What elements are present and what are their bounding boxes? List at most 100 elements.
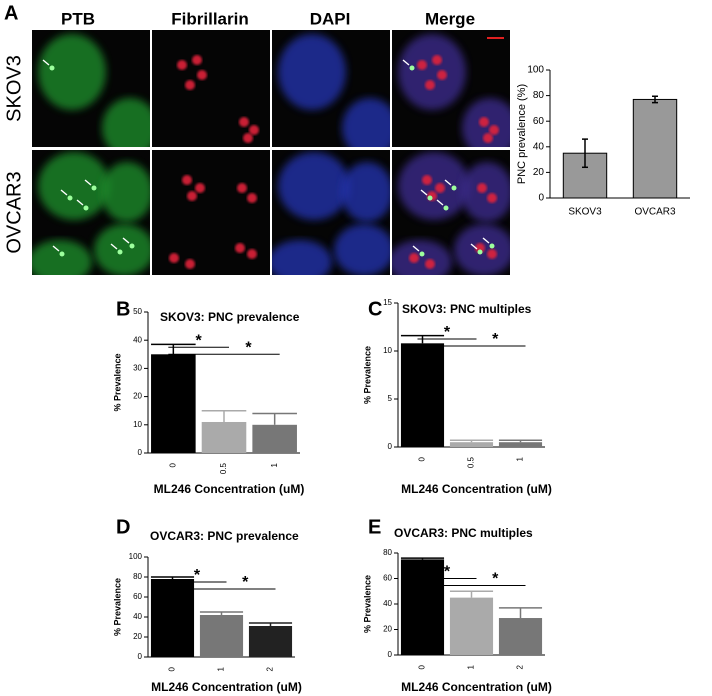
arrow bbox=[470, 243, 478, 250]
y-tick-label: 40 bbox=[533, 141, 545, 152]
micrograph bbox=[272, 150, 390, 275]
x-tick-label: 1 bbox=[516, 456, 525, 461]
y-tick-label: 100 bbox=[129, 552, 143, 561]
micrograph bbox=[392, 30, 510, 147]
cells bbox=[392, 152, 510, 275]
y-tick-label: 80 bbox=[133, 572, 142, 581]
arrow bbox=[42, 59, 50, 66]
bar bbox=[449, 597, 494, 655]
x-tick-label: 2 bbox=[516, 664, 525, 669]
arrow bbox=[122, 237, 130, 244]
y-tick-label: 30 bbox=[133, 364, 142, 373]
pnc-dot bbox=[117, 249, 123, 255]
y-tick-label: 20 bbox=[383, 625, 392, 634]
pnc-dot bbox=[129, 243, 135, 249]
chart-title: SKOV3: PNC multiples bbox=[402, 302, 532, 316]
chart-title: OVCAR3: PNC multiples bbox=[394, 526, 533, 540]
nucleolus bbox=[479, 117, 489, 127]
arrow bbox=[110, 243, 118, 250]
significance-star: * bbox=[194, 567, 201, 584]
error-bar bbox=[652, 95, 658, 104]
nucleolus bbox=[425, 259, 435, 269]
nucleolus bbox=[195, 183, 205, 193]
panel-label: C bbox=[368, 298, 382, 320]
error-bar bbox=[151, 343, 196, 355]
arrow bbox=[52, 245, 60, 252]
panel-label: D bbox=[116, 516, 130, 538]
nucleolus bbox=[235, 243, 245, 253]
bar bbox=[400, 559, 445, 655]
bar bbox=[449, 442, 494, 447]
y-tick-label: 0 bbox=[138, 652, 143, 661]
chart-title: SKOV3: PNC prevalence bbox=[160, 310, 300, 324]
pnc-dot bbox=[67, 195, 73, 201]
nucleus bbox=[392, 240, 452, 275]
y-tick-label: 100 bbox=[527, 65, 544, 76]
nucleus bbox=[334, 224, 390, 275]
significance-star: * bbox=[196, 332, 203, 349]
nucleolus bbox=[435, 183, 445, 193]
nucleolus bbox=[483, 133, 493, 143]
pnc-dot bbox=[427, 195, 433, 201]
error-bar bbox=[150, 576, 195, 579]
micrograph bbox=[32, 150, 150, 275]
x-tick-label: 0 bbox=[418, 456, 427, 461]
micrograph bbox=[152, 150, 270, 275]
pnc-dot bbox=[91, 185, 97, 191]
nucleolus bbox=[237, 183, 247, 193]
nucleolus bbox=[169, 253, 179, 263]
bar bbox=[252, 424, 297, 453]
micrograph bbox=[392, 150, 510, 275]
y-tick-label: 60 bbox=[383, 574, 392, 583]
y-axis-label: % Prevalence bbox=[112, 578, 122, 636]
cells bbox=[272, 152, 390, 275]
bar bbox=[498, 442, 543, 447]
nucleolus bbox=[409, 253, 419, 263]
arrow bbox=[76, 199, 84, 206]
column-header: Fibrillarin bbox=[171, 9, 248, 28]
nucleolus bbox=[185, 259, 195, 269]
cells bbox=[278, 34, 390, 147]
error-bar bbox=[498, 439, 543, 443]
nucleolus bbox=[185, 80, 195, 90]
arrow bbox=[412, 245, 420, 252]
x-tick-label: 0 bbox=[168, 462, 177, 467]
chart-title: OVCAR3: PNC prevalence bbox=[150, 529, 299, 543]
y-tick-label: 15 bbox=[383, 298, 392, 307]
y-tick-label: 80 bbox=[383, 548, 392, 557]
bar bbox=[498, 618, 543, 655]
nucleus bbox=[398, 34, 466, 110]
significance-star: * bbox=[444, 324, 451, 341]
pnc-dot bbox=[59, 251, 65, 257]
arrow bbox=[420, 189, 428, 196]
y-axis-label: % Prevalence bbox=[362, 575, 372, 633]
nucleolus bbox=[437, 70, 447, 80]
cells bbox=[169, 175, 257, 269]
y-tick-label: 80 bbox=[533, 90, 545, 101]
pnc-dot bbox=[477, 249, 483, 255]
nucleolus bbox=[422, 175, 432, 185]
nucleolus bbox=[425, 80, 435, 90]
y-tick-label: 60 bbox=[533, 116, 545, 127]
nucleolus bbox=[489, 125, 499, 135]
y-tick-label: 20 bbox=[533, 167, 545, 178]
pnc-dot bbox=[409, 65, 415, 71]
x-tick-label: 1 bbox=[217, 666, 226, 671]
x-axis-label: ML246 Concentration (uM) bbox=[401, 482, 552, 496]
y-tick-label: 40 bbox=[383, 599, 392, 608]
significance-star: * bbox=[242, 574, 249, 591]
nucleus bbox=[278, 152, 350, 220]
arrow bbox=[444, 179, 452, 186]
significance-star: * bbox=[492, 571, 499, 588]
error-bar bbox=[201, 409, 247, 422]
cells bbox=[32, 152, 150, 275]
error-bar bbox=[400, 557, 445, 560]
panel-label: E bbox=[368, 516, 381, 538]
arrow bbox=[436, 199, 444, 206]
arrow bbox=[402, 59, 410, 66]
y-tick-label: 5 bbox=[388, 394, 393, 403]
error-bar bbox=[252, 412, 297, 425]
x-axis-label: ML246 Concentration (uM) bbox=[401, 680, 552, 694]
nucleolus bbox=[243, 133, 253, 143]
x-tick-label: 0 bbox=[418, 664, 427, 669]
